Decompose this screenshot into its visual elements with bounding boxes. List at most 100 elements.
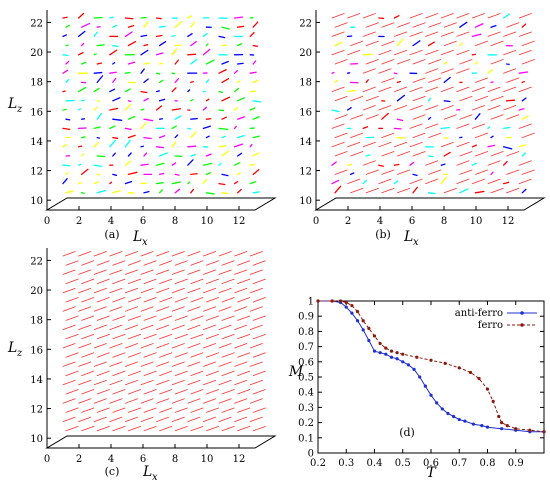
z-tick-label: 22 (30, 18, 43, 29)
spin-vector (93, 416, 107, 423)
spin-vector (155, 90, 161, 93)
spin-vector (350, 187, 364, 194)
spin-vector (62, 90, 66, 93)
spin-vector (487, 31, 501, 37)
spin-vector (490, 114, 504, 120)
spin-vector (96, 370, 110, 377)
x-tick-label: 6 (140, 454, 146, 465)
spin-vector (140, 121, 148, 130)
spin-vector (127, 425, 142, 432)
spin-vector (174, 370, 188, 377)
spin-vector (237, 389, 251, 395)
spin-vector (96, 155, 105, 158)
spin-vector (125, 416, 139, 423)
spin-vector (503, 105, 517, 111)
spin-vector (249, 379, 263, 386)
spin-vector (78, 379, 92, 386)
spin-vector (409, 13, 423, 19)
spin-vector (112, 425, 126, 432)
spin-vector (362, 68, 376, 74)
spin-vector (127, 134, 136, 139)
spin-vector (443, 40, 457, 46)
spin-vector (412, 186, 418, 194)
spin-vector (334, 114, 348, 120)
spin-vector (124, 71, 131, 74)
spin-vector (190, 80, 194, 84)
spin-vector (218, 251, 232, 257)
spin-vector (190, 315, 204, 321)
spin-vector (409, 141, 423, 148)
spin-vector (331, 49, 345, 56)
spin-vector (205, 370, 220, 377)
spin-vector (521, 80, 525, 84)
spin-vector (93, 398, 107, 404)
spin-vector (221, 26, 230, 30)
data-point-ferro (528, 428, 532, 432)
spin-vector (158, 152, 168, 157)
data-point-anti-ferro (401, 360, 405, 364)
data-point-anti-ferro (500, 427, 504, 431)
spin-vector (143, 333, 157, 340)
spin-vector (221, 425, 235, 432)
data-point-anti-ferro (350, 311, 354, 315)
spin-vector (65, 333, 79, 340)
spin-vector (156, 416, 170, 423)
spin-vector (393, 180, 399, 185)
spin-vector (459, 188, 469, 194)
spin-vector (252, 100, 262, 103)
spin-vector (396, 169, 411, 175)
spin-vector (334, 95, 348, 102)
data-point-ferro (316, 299, 320, 303)
spin-vector (396, 38, 404, 47)
spin-vector (140, 379, 154, 386)
spin-vector (78, 251, 92, 257)
spin-vector (112, 44, 119, 48)
z-tick-label: 14 (30, 375, 43, 386)
spin-vector (77, 145, 83, 148)
spin-vector (471, 33, 482, 38)
spin-vector (350, 40, 364, 46)
spin-vector (96, 352, 110, 358)
spin-vector (490, 40, 504, 46)
spin-vector (502, 126, 511, 130)
spin-vector (487, 86, 501, 92)
spin-vector (471, 162, 477, 166)
spin-vector (456, 141, 470, 148)
spin-vector (234, 324, 248, 331)
spin-vector (112, 315, 126, 321)
spin-vector (109, 269, 123, 275)
spin-vector (155, 146, 165, 149)
spin-vector (487, 105, 501, 111)
spin-vector (205, 192, 215, 195)
y-tick-label: 0 (308, 449, 314, 460)
spin-vector (396, 94, 406, 102)
spin-vector (350, 95, 364, 102)
spin-vector (124, 139, 131, 148)
data-point-anti-ferro (395, 357, 399, 361)
spin-vector (96, 189, 107, 194)
spin-vector (456, 13, 470, 19)
spin-vector (393, 105, 408, 111)
spin-vector (378, 105, 392, 111)
spin-vector (471, 144, 478, 148)
spin-vector (506, 187, 520, 194)
spin-vector (190, 173, 198, 176)
x-tick-label: 0.3 (338, 458, 354, 469)
spin-vector (96, 333, 110, 340)
spin-vector (125, 287, 139, 294)
data-point-ferro (457, 366, 461, 370)
spin-vector (205, 153, 212, 157)
spin-vector (190, 389, 204, 395)
spin-vector (140, 416, 154, 423)
spin-vector (440, 31, 454, 37)
spin-vector (65, 78, 70, 84)
spin-vector (127, 370, 142, 377)
spin-vector (518, 71, 529, 74)
spin-vector (62, 16, 68, 19)
spin-vector (205, 260, 220, 266)
data-point-ferro (477, 376, 481, 381)
spin-vector (236, 25, 245, 28)
spin-vector (158, 41, 167, 47)
spin-vector (443, 187, 457, 194)
spin-vector (396, 80, 402, 84)
